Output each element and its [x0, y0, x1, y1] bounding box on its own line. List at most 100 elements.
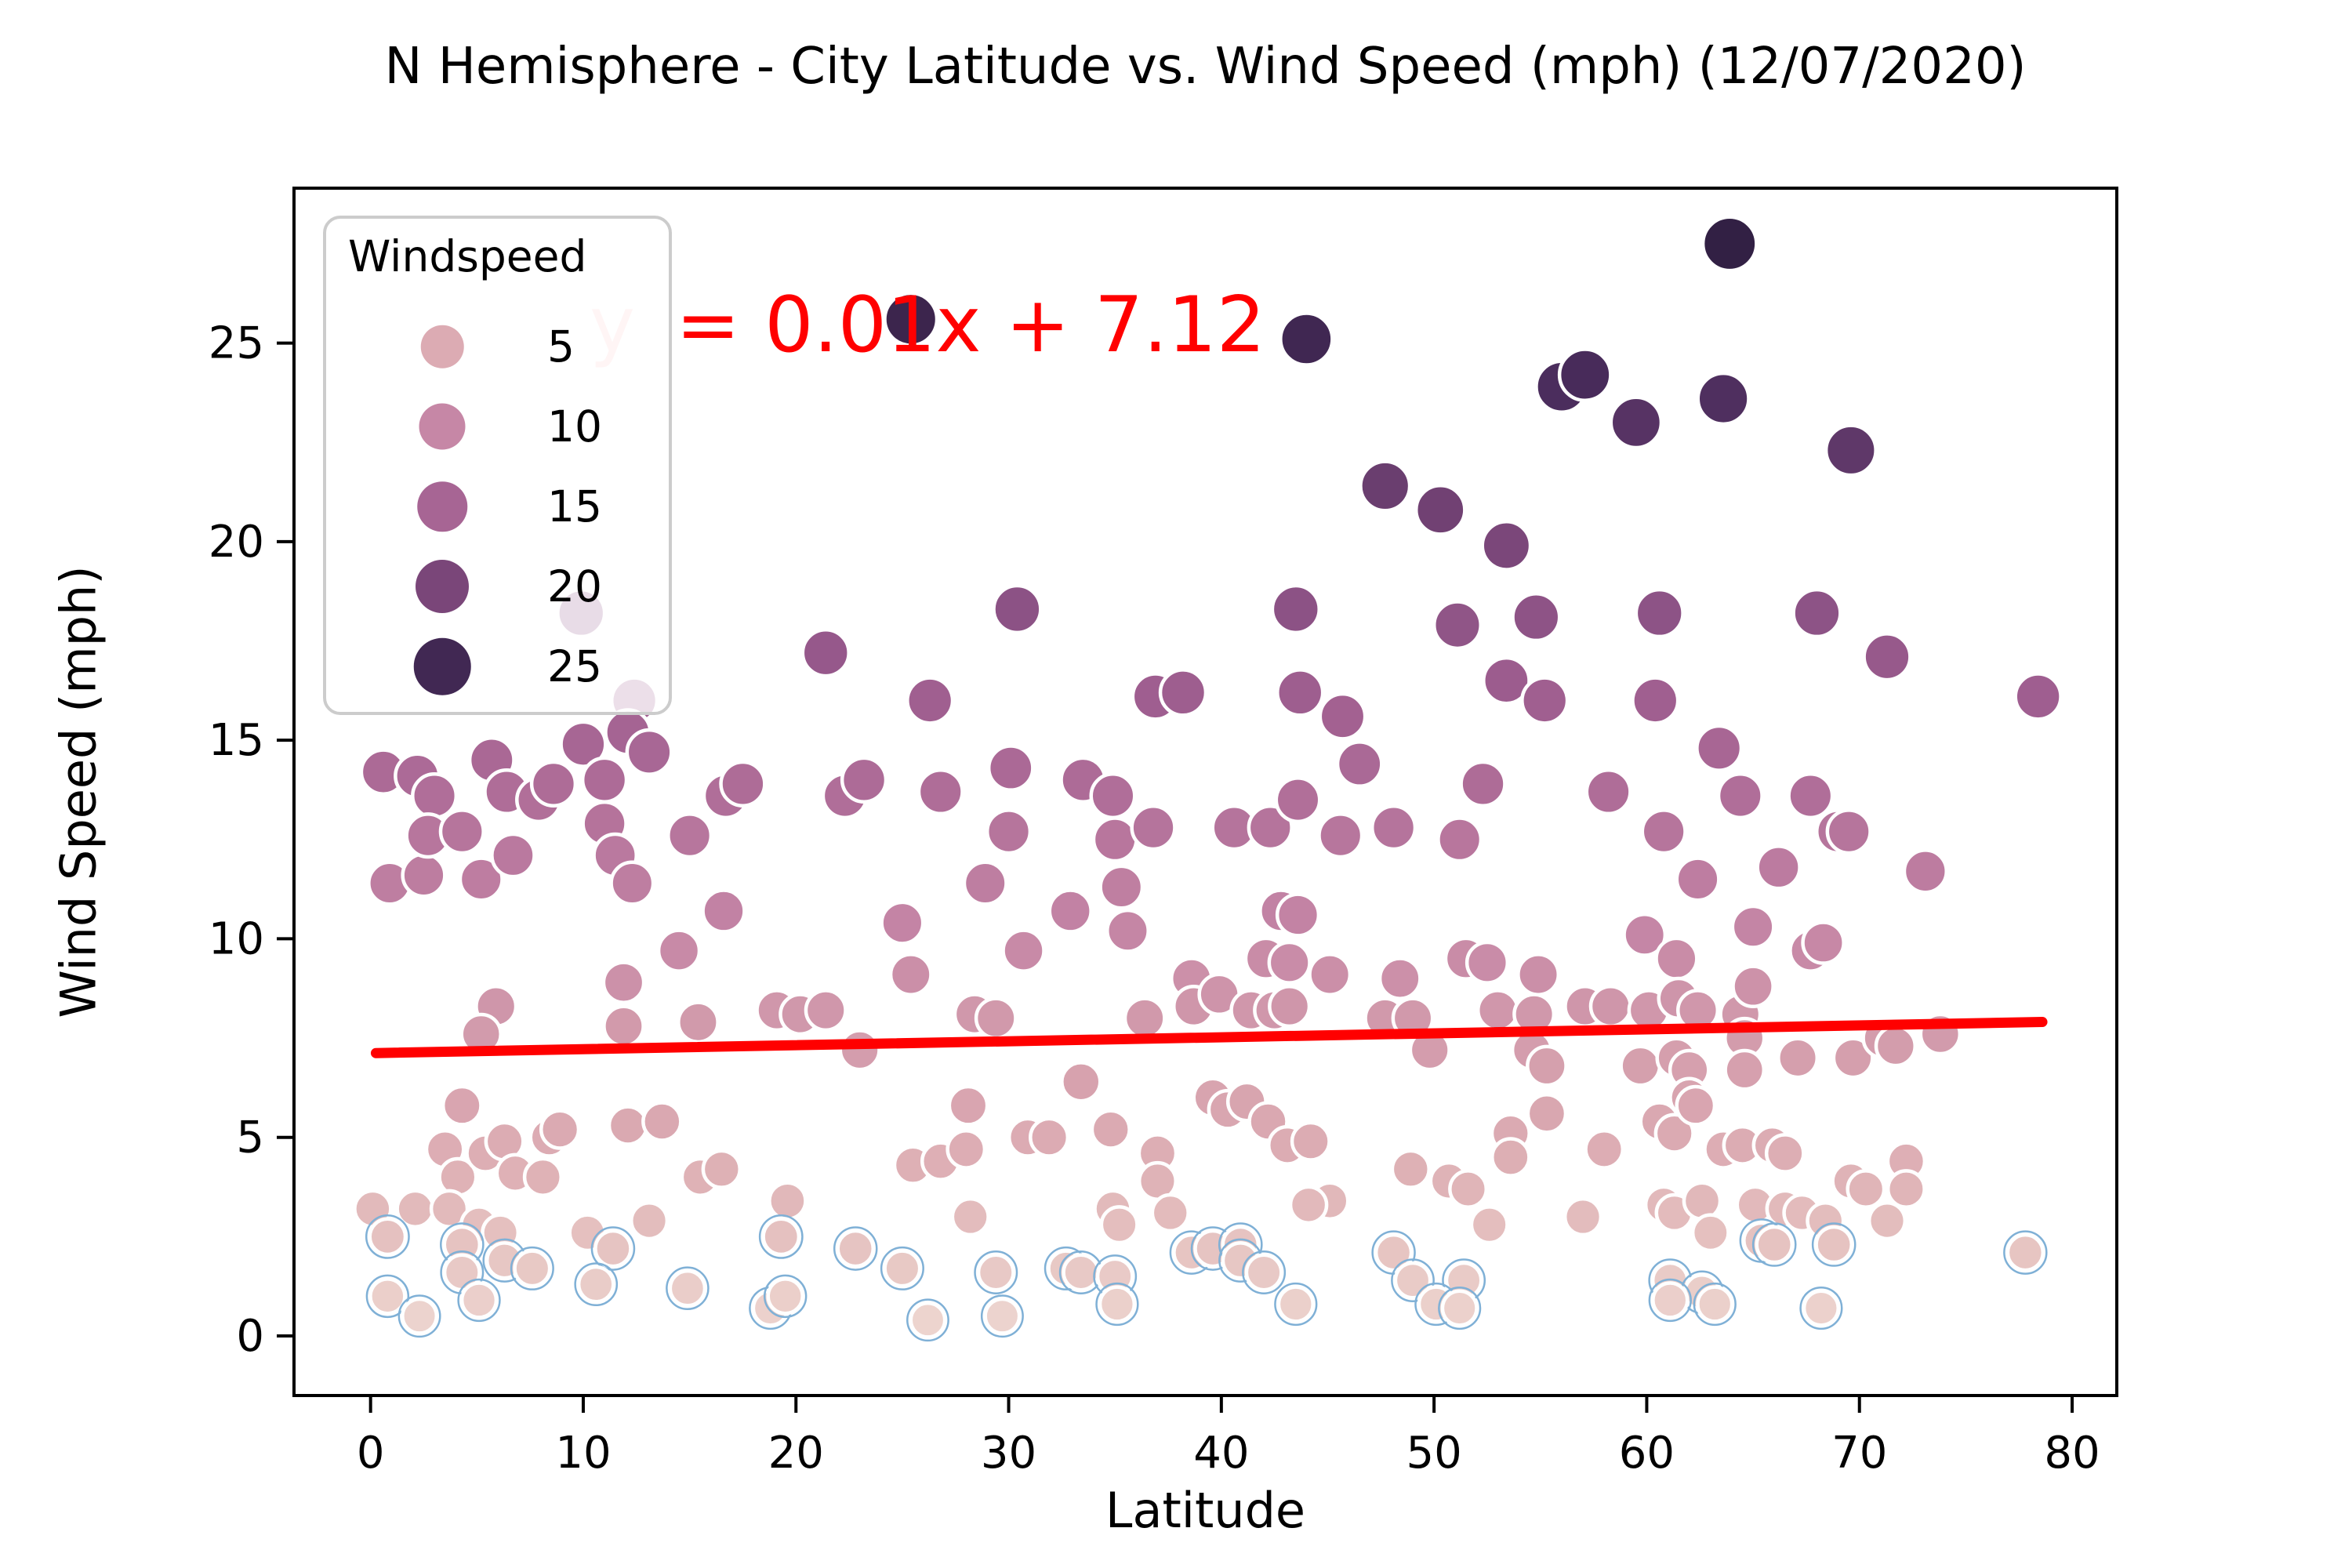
scatter-point [1308, 953, 1352, 996]
y-tick-label: 5 [236, 1112, 264, 1163]
legend-label-5: 5 [547, 321, 575, 372]
scatter-point [1690, 1213, 1730, 1253]
scatter-point [539, 1109, 581, 1150]
legend-label-10: 10 [547, 401, 602, 452]
scatter-point-edge [365, 1274, 410, 1319]
y-tick-label: 10 [209, 913, 264, 964]
y-tick-label: 15 [209, 715, 264, 766]
x-tick-label: 0 [357, 1428, 385, 1479]
scatter-point [1247, 804, 1294, 851]
scatter-point [1270, 583, 1321, 635]
scatter-point [656, 928, 702, 973]
scatter-point [1335, 740, 1384, 788]
scatter-point-edge [758, 1214, 804, 1259]
scatter-point [983, 1297, 1022, 1335]
scatter-point [1802, 1289, 1840, 1327]
scatter-point [2005, 1232, 2045, 1272]
scatter-point [1791, 587, 1842, 639]
scatter-point [1060, 1061, 1102, 1103]
scatter-point-edge [974, 1250, 1018, 1294]
scatter-point [883, 1249, 922, 1288]
y-tick-label: 25 [209, 318, 264, 369]
scatter-point [1275, 892, 1321, 938]
scatter-point [986, 744, 1035, 792]
scatter-point [1640, 808, 1687, 855]
scatter-point [1098, 864, 1145, 910]
scatter-point [1290, 1120, 1331, 1162]
legend-items: 5 10 15 20 25 [326, 219, 669, 712]
scatter-point [1150, 1192, 1190, 1233]
scatter-point-edge [1693, 1282, 1737, 1327]
scatter-point-edge [906, 1298, 949, 1342]
scatter-point [1244, 1253, 1283, 1292]
scatter-point [1654, 936, 1699, 981]
legend-title: Windspeed [348, 231, 587, 281]
x-tick-label: 20 [768, 1428, 824, 1479]
scatter-point [1099, 1205, 1139, 1245]
scatter-point [513, 1249, 552, 1288]
scatter-point [641, 1101, 683, 1142]
scatter-point [838, 1029, 881, 1072]
legend-swatch-10 [419, 403, 466, 450]
scatter-point [909, 1301, 947, 1339]
scatter-point [1476, 989, 1520, 1033]
scatter-point [1047, 888, 1093, 934]
y-tick-label: 20 [209, 517, 264, 568]
scatter-point [593, 1229, 633, 1269]
scatter-point [1730, 904, 1776, 949]
scatter-point [1867, 1201, 1907, 1241]
scatter-point-edge [666, 1266, 710, 1311]
scatter-point [836, 1229, 875, 1269]
x-tick-label: 80 [2044, 1428, 2100, 1479]
chart-title: N Hemisphere - City Latitude vs. Wind Sp… [384, 38, 2027, 96]
legend-label-20: 20 [547, 561, 602, 612]
x-tick-label: 50 [1406, 1428, 1462, 1479]
scatter-point-edge [510, 1246, 554, 1290]
scatter-point [950, 1196, 990, 1237]
scatter-point [1557, 347, 1613, 402]
scatter-point-edge [1751, 1222, 1797, 1267]
scatter-point [629, 1201, 670, 1241]
scatter-point [1432, 600, 1483, 651]
scatter-point [976, 1253, 1015, 1292]
scatter-point [1874, 1025, 1917, 1068]
scatter-point [701, 1149, 742, 1189]
scatter-point [1619, 1044, 1662, 1087]
scatter-point [766, 1277, 804, 1316]
scatter-point [840, 756, 888, 804]
scatter-point [1516, 953, 1561, 996]
regression-equation: y= 0.01x + 7.12 [590, 285, 1265, 366]
scatter-point [916, 768, 964, 816]
scatter-point [1846, 1169, 1886, 1210]
scatter-point-edge [574, 1262, 619, 1307]
scatter-point [1526, 1093, 1568, 1134]
scatter-point-edge [365, 1214, 410, 1259]
scatter-point [804, 989, 848, 1033]
scatter-point [1716, 772, 1764, 820]
scatter-point [1318, 691, 1367, 741]
legend-swatch-25 [413, 637, 471, 695]
scatter-point [1459, 760, 1507, 808]
scatter-point-edge [833, 1226, 878, 1271]
scatter-point-edge [1274, 1282, 1318, 1327]
scatter-point [1511, 592, 1562, 643]
scatter-point [438, 808, 485, 855]
scatter-point [947, 1084, 989, 1127]
scatter-point [1824, 423, 1878, 477]
scatter-point [1787, 772, 1835, 820]
scatter-point [1588, 984, 1632, 1029]
scatter-point [1814, 1225, 1853, 1265]
scatter-point-edge [1242, 1250, 1287, 1294]
scatter-point [1089, 772, 1137, 820]
scatter-point [580, 756, 629, 804]
scatter-point [1276, 668, 1325, 717]
scatter-point [701, 888, 746, 934]
scatter-point [458, 856, 504, 902]
scatter-point-edge [457, 1278, 501, 1323]
scatter-point [368, 1277, 407, 1316]
y-axis-label: Wind Speed (mph) [49, 565, 107, 1018]
scatter-point [761, 1217, 801, 1257]
scatter-point [459, 1281, 499, 1319]
scatter-point [1436, 816, 1483, 863]
